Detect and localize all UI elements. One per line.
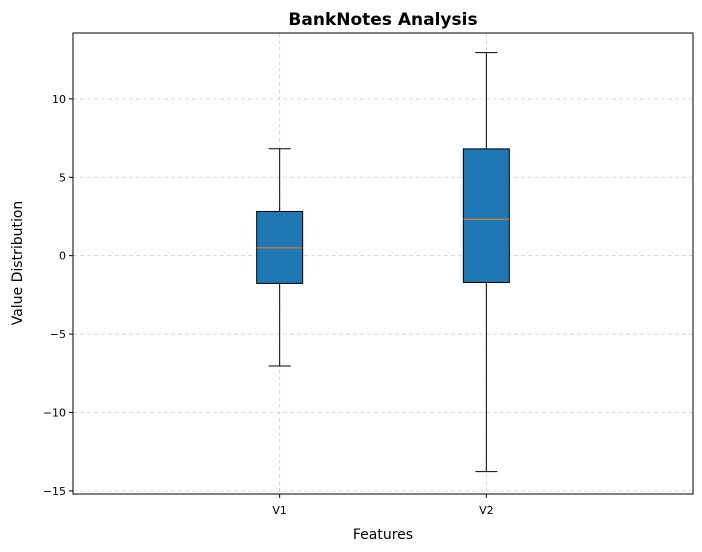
- y-tick-label: 5: [59, 171, 66, 184]
- x-axis: V1 V2: [272, 494, 494, 517]
- y-axis: −15 −10 −5 0 5 10: [43, 93, 73, 498]
- box-v2: [462, 52, 510, 473]
- x-tick-label: V2: [479, 504, 494, 517]
- x-axis-label: Features: [353, 527, 413, 543]
- x-tick-label: V1: [272, 504, 287, 517]
- y-tick-label: 0: [59, 250, 66, 263]
- chart-title: BankNotes Analysis: [288, 10, 477, 30]
- grid: [73, 33, 693, 494]
- y-tick-label: 10: [52, 93, 66, 106]
- box-v1: [256, 148, 304, 367]
- y-tick-label: −10: [43, 406, 66, 419]
- y-tick-label: −15: [43, 485, 66, 498]
- y-axis-label: Value Distribution: [10, 201, 26, 326]
- plot-frame: [72, 32, 694, 495]
- iqr-box: [462, 148, 510, 283]
- y-tick-label: −5: [50, 328, 66, 341]
- boxes: [256, 52, 510, 473]
